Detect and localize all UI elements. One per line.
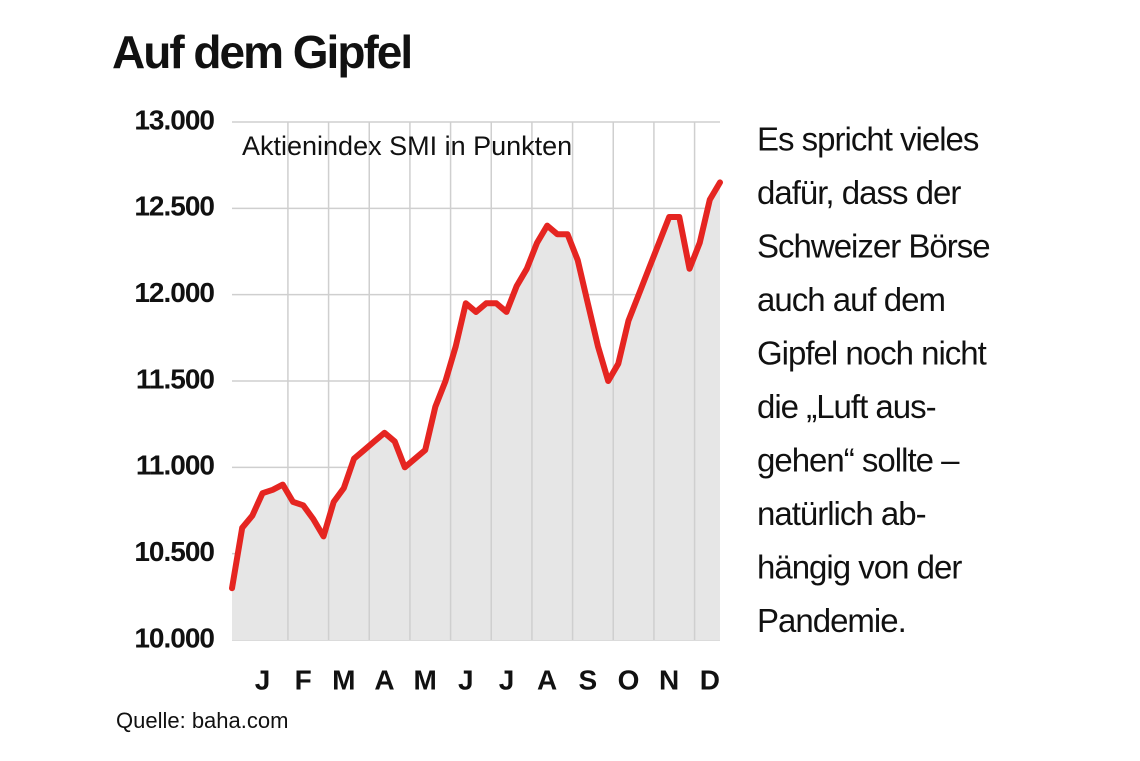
annotation-line: Es spricht vieles bbox=[757, 121, 979, 158]
annotation-line: gehen“ sollte – bbox=[757, 442, 960, 479]
y-tick-label: 13.000 bbox=[134, 104, 214, 135]
annotation-line: Pandemie. bbox=[757, 602, 906, 639]
annotation-line: die „Luft aus- bbox=[757, 388, 936, 425]
annotation-line: Gipfel noch nicht bbox=[757, 335, 987, 372]
annotation-line: natürlich ab- bbox=[757, 495, 926, 532]
x-tick-label: D bbox=[700, 664, 720, 695]
x-tick-label: A bbox=[374, 664, 394, 695]
y-tick-label: 11.000 bbox=[136, 450, 215, 481]
x-tick-label: J bbox=[458, 664, 474, 695]
x-tick-label: S bbox=[578, 664, 597, 695]
x-tick-label: A bbox=[537, 664, 557, 695]
area bbox=[232, 182, 720, 640]
x-tick-label: J bbox=[499, 664, 515, 695]
chart-title: Auf dem Gipfel bbox=[112, 26, 411, 78]
annotation-line: auch auf dem bbox=[757, 281, 945, 318]
annotation-line: dafür, dass der bbox=[757, 174, 961, 211]
x-tick-label: J bbox=[255, 664, 271, 695]
y-tick-label: 10.500 bbox=[134, 536, 214, 567]
annotation-line: hängig von der bbox=[757, 549, 962, 586]
y-tick-label: 12.000 bbox=[134, 277, 214, 308]
x-tick-label: M bbox=[414, 664, 437, 695]
annotation-line: Schweizer Börse bbox=[757, 228, 990, 265]
x-tick-label: M bbox=[332, 664, 355, 695]
y-tick-label: 12.500 bbox=[134, 191, 214, 222]
x-tick-label: O bbox=[618, 664, 640, 695]
y-tick-label: 11.500 bbox=[136, 363, 215, 394]
x-tick-label: F bbox=[295, 664, 312, 695]
line bbox=[229, 179, 723, 592]
y-tick-label: 10.000 bbox=[134, 622, 214, 653]
plot-area bbox=[229, 121, 723, 641]
chart-subtitle: Aktienindex SMI in Punkten bbox=[242, 131, 572, 161]
x-tick-label: N bbox=[659, 664, 679, 695]
source: Quelle: baha.com bbox=[116, 708, 288, 733]
